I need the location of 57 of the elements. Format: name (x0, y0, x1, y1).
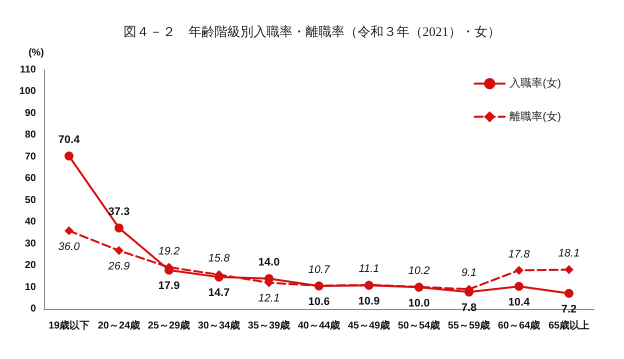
point (514, 266, 524, 275)
y-tick-label: 50 (24, 194, 36, 206)
y-tick-label: 0 (30, 304, 36, 314)
data-label: 19.2 (158, 245, 180, 258)
x-tick-label: 19歳以下 (48, 320, 90, 332)
data-label: 70.4 (58, 134, 81, 146)
data-label: 11.1 (358, 262, 380, 275)
data-label: 14.7 (208, 287, 230, 300)
data-label: 18.1 (558, 248, 580, 260)
chart-title: 図４－２ 年齢階級別入職率・離職率（令和３年（2021）・女） (124, 24, 500, 39)
data-label: 10.2 (408, 264, 430, 277)
data-label: 17.8 (508, 248, 531, 260)
point (114, 246, 124, 256)
data-label: 10.4 (508, 296, 531, 308)
y-tick-label: 60 (24, 173, 36, 184)
x-tick-label: 35～39歳 (248, 320, 290, 332)
y-tick-label: 80 (24, 130, 36, 141)
point (64, 152, 74, 161)
data-label: 17.9 (158, 280, 180, 292)
data-label: 7.8 (461, 302, 477, 314)
point (64, 226, 74, 236)
data-label: 15.8 (208, 252, 231, 265)
data-label: 9.1 (461, 267, 477, 280)
y-tick-label: 70 (24, 151, 36, 162)
data-label: 12.1 (258, 292, 280, 305)
y-tick-label: 90 (24, 108, 36, 119)
data-label: 10.0 (408, 297, 430, 310)
data-label: 26.9 (107, 260, 130, 273)
data-label: 37.3 (108, 206, 130, 218)
x-tick-label: 60～64歳 (498, 320, 540, 332)
legend-label: 離職率(女) (510, 110, 561, 123)
x-tick-label: 50～54歳 (398, 320, 440, 332)
data-label: 10.6 (308, 296, 330, 308)
point (514, 282, 524, 291)
data-label: 7.2 (561, 303, 577, 316)
point (564, 288, 574, 298)
data-label: 36.0 (58, 240, 81, 253)
x-tick-label: 55～59歳 (448, 320, 490, 332)
point (114, 223, 124, 232)
y-tick-label: 100 (19, 86, 36, 98)
y-tick-label: 10 (24, 282, 36, 293)
x-tick-label: 45～49歳 (348, 320, 390, 332)
x-tick-label: 25～29歳 (148, 320, 190, 332)
data-label: 10.9 (358, 295, 380, 308)
y-tick-label: 40 (24, 216, 36, 228)
y-tick-label: 30 (24, 238, 36, 250)
point (564, 265, 574, 274)
data-label: 10.7 (308, 264, 331, 276)
y-tick-label: 110 (20, 64, 36, 76)
y-axis-title: (%) (28, 48, 44, 58)
data-label: 14.0 (258, 256, 280, 269)
x-tick-label: 30～34歳 (198, 320, 240, 332)
legend-label: 入職率(女) (510, 76, 561, 90)
y-tick-label: 20 (24, 260, 36, 272)
x-tick-label: 20～24歳 (98, 320, 140, 332)
x-tick-label: 65歳以上 (548, 320, 590, 332)
x-tick-label: 40～44歳 (298, 320, 340, 332)
